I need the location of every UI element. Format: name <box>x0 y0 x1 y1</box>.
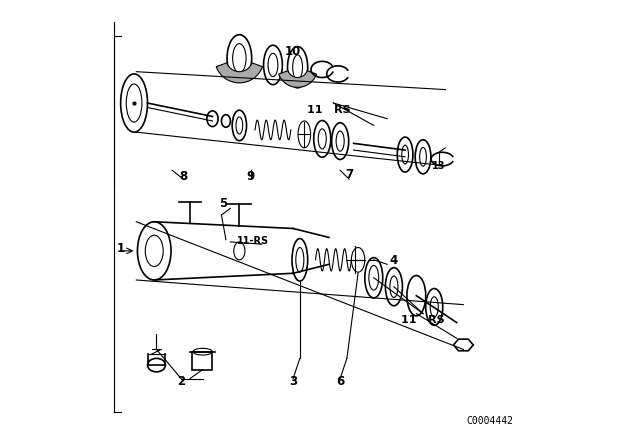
Text: 7: 7 <box>345 168 353 181</box>
Text: 11   RS: 11 RS <box>307 105 351 115</box>
Text: 4: 4 <box>389 254 397 267</box>
Text: 1: 1 <box>116 242 125 255</box>
Text: 10: 10 <box>285 45 301 58</box>
Wedge shape <box>216 63 262 83</box>
Text: 13: 13 <box>432 161 445 171</box>
Text: 9: 9 <box>246 170 255 184</box>
Text: 3: 3 <box>289 375 297 388</box>
Text: 2: 2 <box>177 375 185 388</box>
Wedge shape <box>278 71 317 87</box>
Text: 6: 6 <box>336 375 344 388</box>
Text: 11-RS: 11-RS <box>237 236 269 246</box>
Text: C0004442: C0004442 <box>467 416 514 426</box>
Text: 11   RS: 11 RS <box>401 315 445 325</box>
Text: 8: 8 <box>179 170 188 184</box>
Text: 5: 5 <box>220 197 228 211</box>
Bar <box>192 352 212 370</box>
